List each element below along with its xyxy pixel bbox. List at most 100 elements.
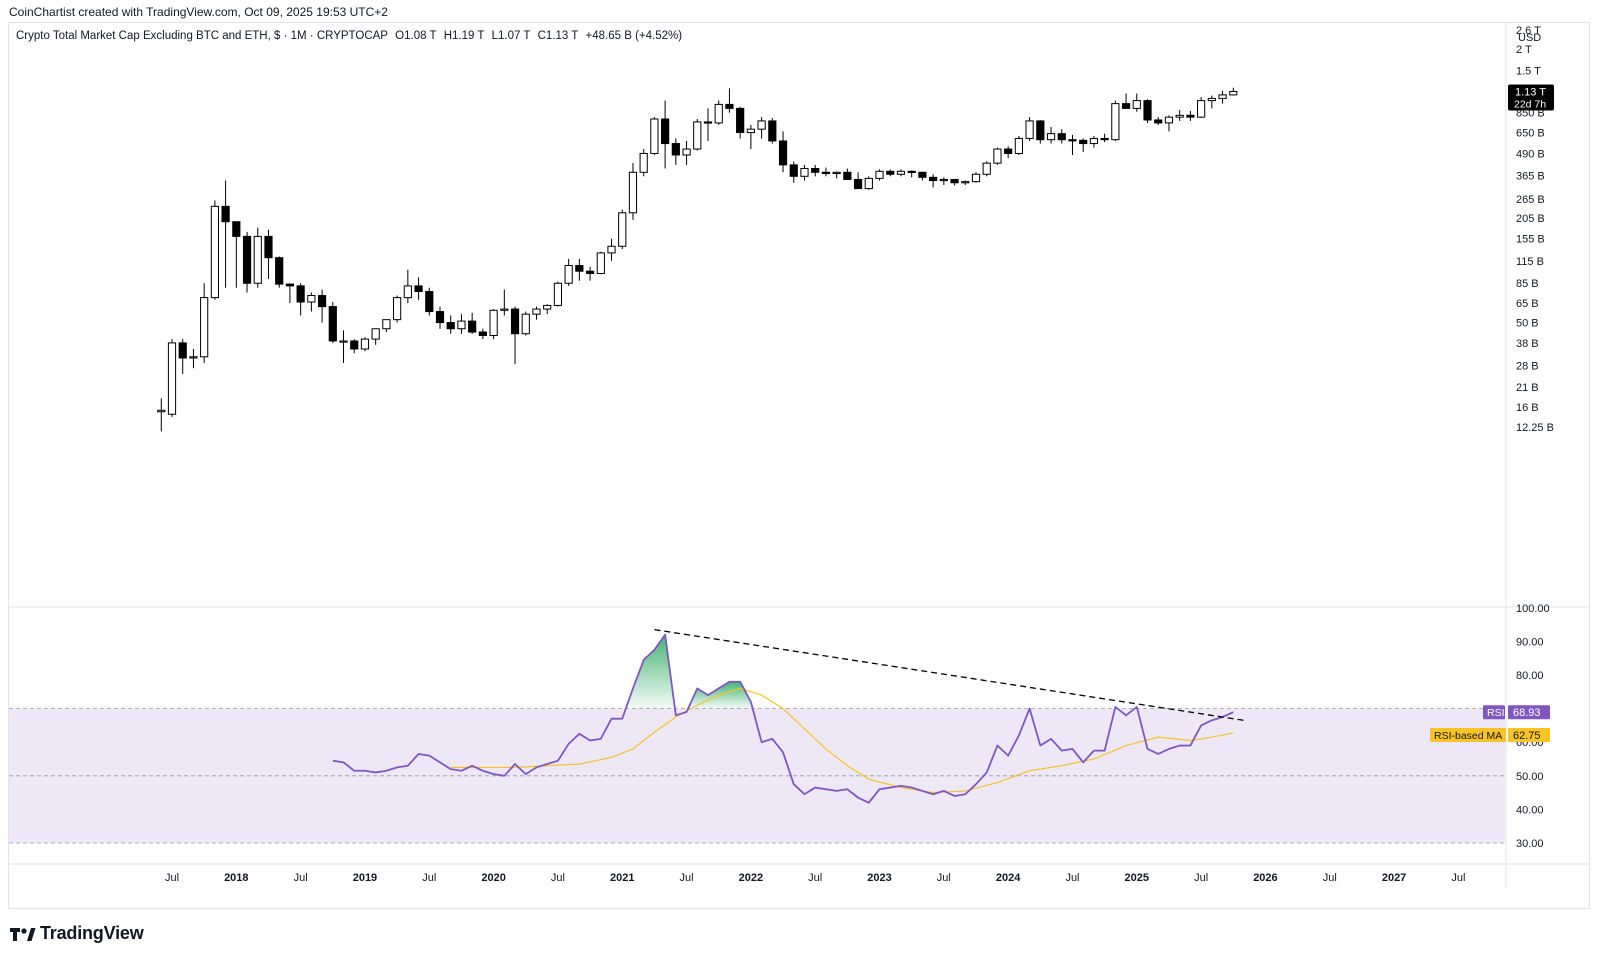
ohlc-change: +48.65 B (+4.52%) — [585, 30, 683, 42]
candle — [971, 172, 981, 183]
candle — [1089, 136, 1099, 148]
candle — [950, 178, 959, 186]
price-tick-label: 2 T — [1516, 44, 1532, 56]
candle-body — [618, 212, 627, 247]
candle-body — [232, 221, 241, 237]
rsi-value-label: 68.93 — [1513, 707, 1541, 719]
candle — [800, 164, 809, 181]
candle-body — [1121, 103, 1131, 109]
ohlc-close: C1.13 T — [537, 30, 579, 42]
price-tick-label: 2.6 T — [1516, 25, 1541, 37]
candle-body — [489, 309, 498, 336]
candle — [510, 306, 520, 365]
candle-body — [971, 173, 981, 183]
price-tick-label: 12.25 B — [1516, 422, 1554, 434]
candle — [575, 258, 584, 281]
candle — [650, 117, 659, 155]
candle-body — [500, 308, 509, 311]
candle — [789, 161, 798, 183]
candle — [371, 328, 380, 345]
price-tick-label: 155 B — [1516, 234, 1545, 246]
candle — [1229, 87, 1238, 96]
candle-body — [435, 311, 445, 324]
time-tick-label: Jul — [1451, 872, 1465, 884]
time-tick-label: Jul — [165, 872, 179, 884]
candle — [1197, 96, 1206, 119]
symbol-title[interactable]: Crypto Total Market Cap Excluding BTC an… — [16, 30, 388, 42]
candle — [929, 174, 938, 188]
candle — [714, 100, 723, 125]
current-price-badge — [1508, 84, 1554, 111]
candle-body — [1046, 133, 1056, 141]
candle — [993, 147, 1002, 165]
candle-body — [510, 308, 520, 335]
time-tick-label: Jul — [1065, 872, 1079, 884]
candle — [896, 169, 906, 177]
time-tick-label: 2020 — [481, 872, 505, 884]
candle-body — [210, 205, 219, 299]
candle — [618, 209, 627, 249]
candle-body — [1164, 116, 1174, 124]
candle-body — [939, 178, 948, 182]
candle — [596, 251, 605, 275]
candle-body — [714, 103, 723, 124]
candle — [1175, 110, 1184, 121]
rsi-ma-name-badge — [1430, 727, 1506, 742]
candle — [307, 292, 316, 312]
time-tick-label: Jul — [808, 872, 822, 884]
candle-body — [661, 118, 670, 145]
candle — [1121, 93, 1131, 109]
candle — [607, 238, 616, 261]
candle-body — [1014, 137, 1023, 154]
candle — [382, 319, 391, 333]
price-tick-label: 490 B — [1516, 148, 1545, 160]
chart-panel — [8, 22, 1590, 909]
candle — [1164, 115, 1174, 132]
candle-body — [200, 297, 209, 358]
candle-body — [1036, 120, 1045, 141]
candle — [167, 339, 177, 417]
candle-body — [800, 167, 809, 177]
candle — [275, 256, 284, 288]
candle — [811, 164, 820, 177]
tradingview-logo[interactable]: TradingView — [10, 923, 144, 944]
candle-body — [339, 340, 348, 343]
time-tick-label: 2021 — [610, 872, 634, 884]
price-tick-label: 85 B — [1516, 278, 1539, 290]
candle — [1100, 133, 1109, 143]
candle-body — [178, 342, 187, 359]
rsi-name-badge — [1483, 705, 1505, 720]
time-tick-label: 2022 — [739, 872, 763, 884]
candle-body — [746, 128, 755, 134]
candle — [457, 314, 466, 334]
candle-body — [414, 285, 423, 293]
candle-body — [543, 304, 552, 310]
candle-body — [468, 320, 477, 333]
candle — [821, 167, 831, 177]
candle — [693, 119, 702, 151]
candle — [628, 163, 638, 220]
candle-body — [725, 103, 734, 109]
candle — [328, 301, 337, 343]
candle — [736, 106, 745, 139]
candle-body — [1229, 91, 1238, 96]
price-tick-label: 21 B — [1516, 382, 1539, 394]
candle-body — [832, 171, 841, 174]
time-tick-label: Jul — [680, 872, 694, 884]
rsi-tick-label: 30.00 — [1516, 838, 1544, 850]
candle — [864, 176, 873, 190]
candle — [221, 180, 230, 288]
candle — [1079, 138, 1088, 152]
candle-body — [853, 178, 863, 190]
candle-body — [328, 306, 337, 342]
time-tick-label: 2023 — [867, 872, 891, 884]
candle — [296, 283, 305, 316]
candle-body — [307, 295, 316, 303]
candle — [832, 171, 841, 179]
candle-body — [1197, 100, 1206, 118]
candle-body — [221, 205, 230, 223]
candle-body — [575, 264, 584, 272]
candle — [446, 315, 455, 334]
candle — [671, 138, 680, 165]
